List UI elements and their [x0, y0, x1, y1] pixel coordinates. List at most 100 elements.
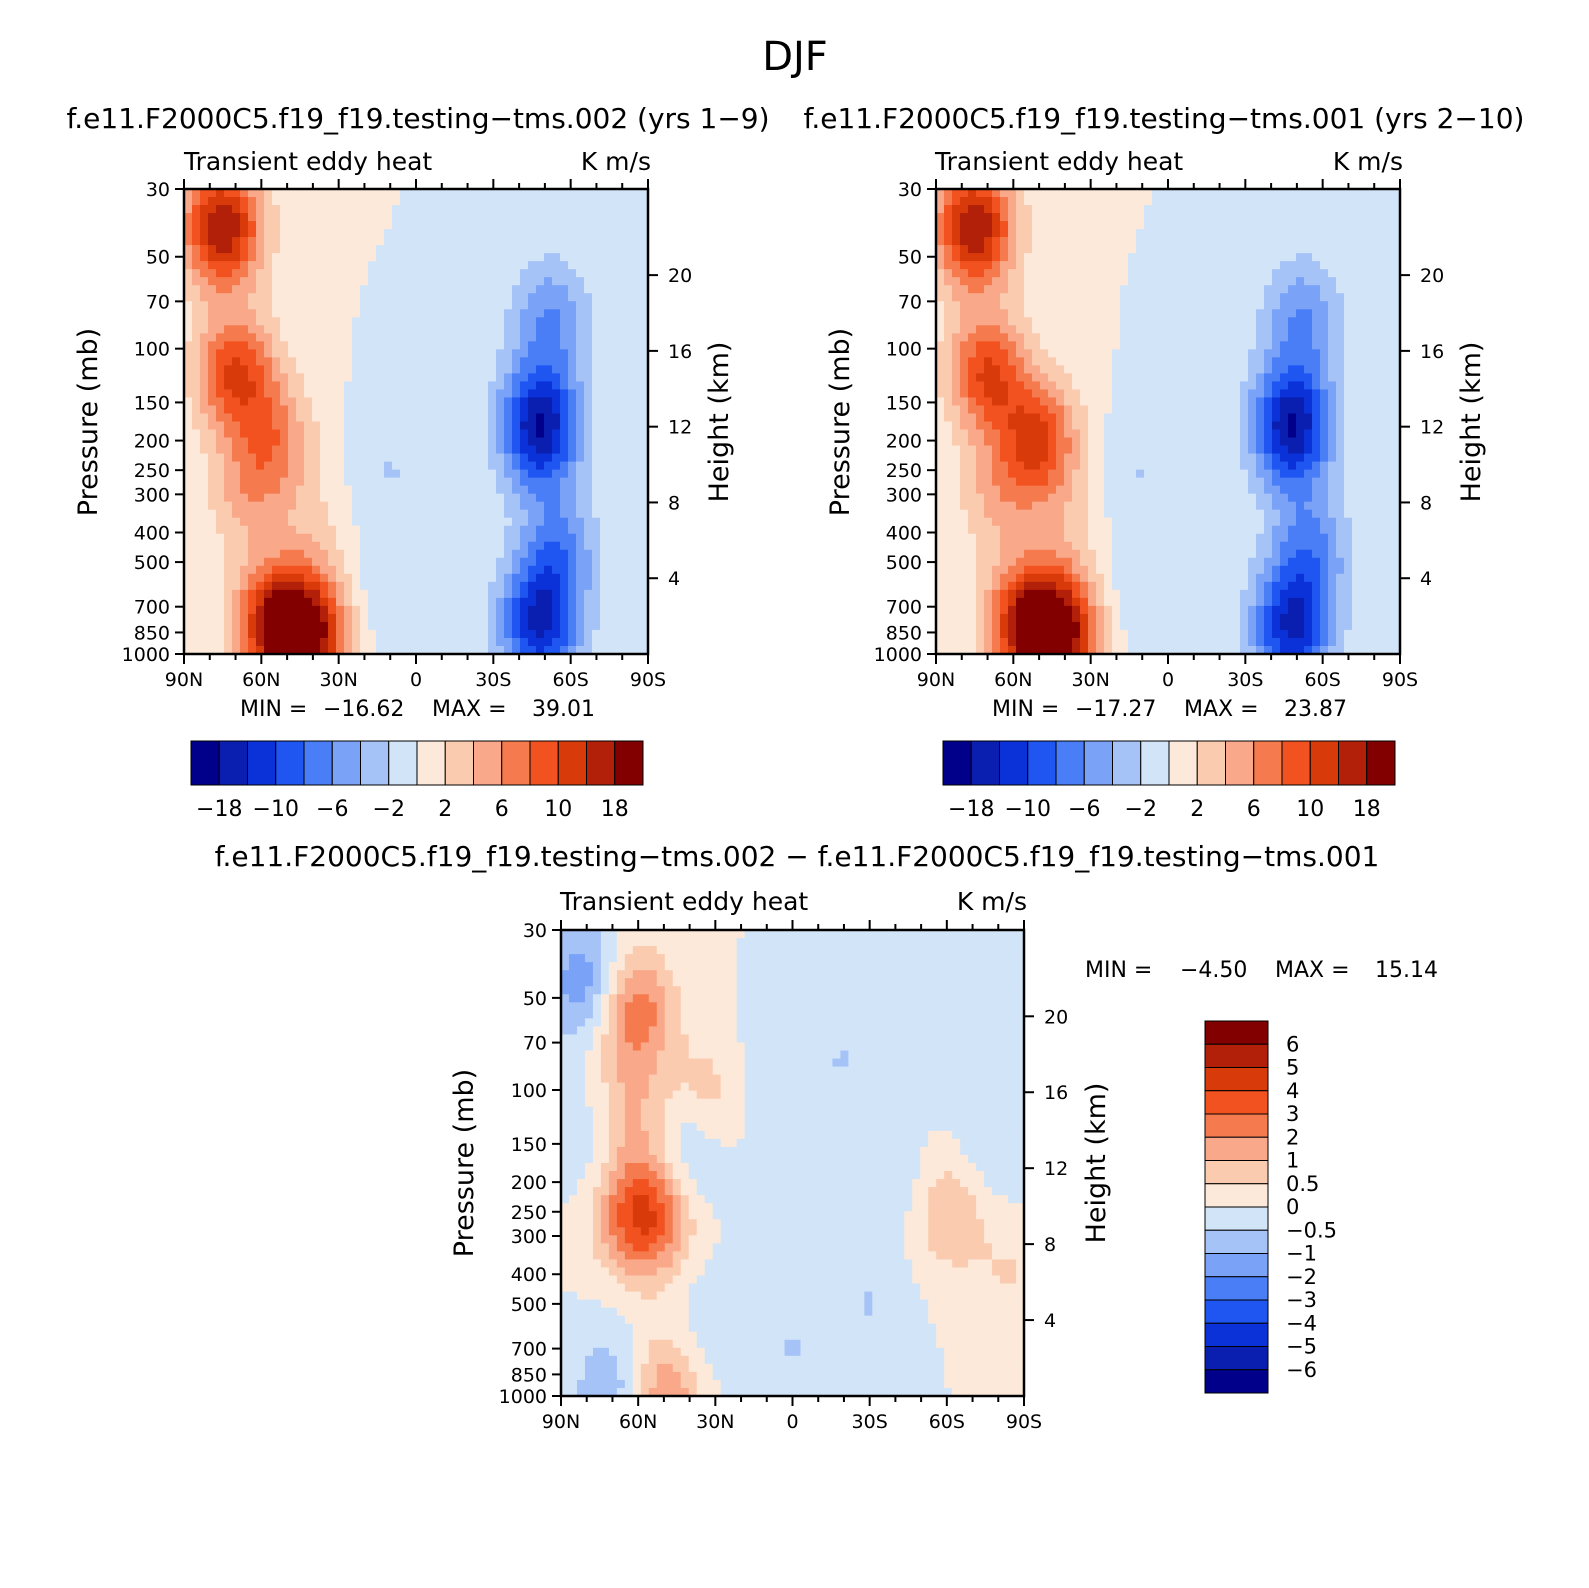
- field-cell: [512, 469, 521, 479]
- field-cell: [552, 357, 561, 366]
- field-cell: [552, 341, 561, 350]
- field-cell: [424, 477, 433, 487]
- field-cell: [1272, 261, 1281, 270]
- field-cell: [1160, 285, 1169, 294]
- field-cell: [368, 629, 377, 639]
- field-cell: [944, 365, 953, 374]
- field-cell: [1144, 373, 1153, 383]
- field-cell: [240, 533, 249, 543]
- field-cell: [944, 309, 953, 318]
- field-cell: [640, 341, 649, 350]
- field-cell: [360, 581, 369, 591]
- field-cell: [560, 341, 569, 350]
- field-cell: [256, 277, 265, 286]
- field-cell: [608, 253, 617, 262]
- field-cell: [1256, 357, 1265, 366]
- field-cell: [1176, 357, 1185, 366]
- field-cell: [568, 357, 577, 366]
- field-cell: [424, 549, 433, 559]
- field-cell: [200, 477, 209, 487]
- field-cell: [232, 197, 241, 206]
- field-cell: [192, 213, 201, 222]
- field-cell: [544, 285, 553, 294]
- field-cell: [480, 421, 489, 431]
- field-cell: [616, 525, 625, 535]
- field-cell: [1024, 317, 1033, 326]
- field-cell: [336, 509, 345, 519]
- field-cell: [1360, 301, 1369, 310]
- field-cell: [1312, 317, 1321, 326]
- field-cell: [240, 365, 249, 374]
- field-cell: [528, 453, 537, 463]
- field-cell: [616, 349, 625, 358]
- field-cell: [1280, 277, 1289, 286]
- field-cell: [304, 285, 313, 294]
- field-cell: [584, 509, 593, 519]
- field-cell: [984, 205, 993, 214]
- field-cell: [304, 301, 313, 310]
- field-cell: [456, 229, 465, 238]
- field-cell: [1288, 253, 1297, 262]
- field-cell: [384, 197, 393, 206]
- field-cell: [1376, 261, 1385, 270]
- field-cell: [1320, 333, 1329, 342]
- field-cell: [440, 301, 449, 310]
- field-cell: [320, 397, 329, 407]
- field-cell: [312, 261, 321, 270]
- field-cell: [976, 317, 985, 326]
- field-cell: [528, 621, 537, 631]
- field-cell: [568, 245, 577, 254]
- field-cell: [240, 205, 249, 214]
- field-cell: [968, 245, 977, 254]
- field-cell: [1136, 309, 1145, 318]
- field-cell: [264, 629, 273, 639]
- y-tick-label: 70: [146, 291, 170, 313]
- field-cell: [328, 317, 337, 326]
- field-cell: [384, 477, 393, 487]
- field-cell: [584, 245, 593, 254]
- field-cell: [1056, 237, 1065, 246]
- field-cell: [240, 621, 249, 631]
- field-cell: [312, 365, 321, 374]
- field-cell: [392, 341, 401, 350]
- field-cell: [392, 317, 401, 326]
- field-cell: [1208, 229, 1217, 238]
- field-cell: [376, 493, 385, 503]
- field-cell: [448, 533, 457, 543]
- field-cell: [456, 437, 465, 447]
- field-cell: [608, 269, 617, 278]
- field-cell: [528, 501, 537, 511]
- field-cell: [216, 621, 225, 631]
- field-cell: [336, 229, 345, 238]
- field-cell: [1392, 373, 1401, 383]
- field-cell: [1256, 213, 1265, 222]
- field-cell: [640, 493, 649, 503]
- field-cell: [240, 261, 249, 270]
- field-cell: [936, 317, 945, 326]
- field-cell: [376, 253, 385, 262]
- field-cell: [384, 333, 393, 342]
- field-cell: [568, 373, 577, 383]
- field-cell: [304, 573, 313, 583]
- field-cell: [1152, 245, 1161, 254]
- field-cell: [256, 213, 265, 222]
- field-cell: [224, 581, 233, 591]
- field-cell: [528, 261, 537, 270]
- field-cell: [392, 301, 401, 310]
- field-cell: [976, 213, 985, 222]
- field-cell: [1312, 277, 1321, 286]
- field-cell: [224, 229, 233, 238]
- field-cell: [616, 573, 625, 583]
- field-cell: [464, 605, 473, 615]
- field-cell: [256, 461, 265, 471]
- field-cell: [512, 517, 521, 527]
- field-cell: [1112, 229, 1121, 238]
- field-cell: [1208, 357, 1217, 366]
- field-cell: [960, 389, 969, 399]
- field-cell: [600, 637, 609, 647]
- field-cell: [472, 381, 481, 391]
- field-cell: [1224, 261, 1233, 270]
- field-cell: [1336, 349, 1345, 358]
- field-cell: [1176, 221, 1185, 230]
- field-cell: [440, 581, 449, 591]
